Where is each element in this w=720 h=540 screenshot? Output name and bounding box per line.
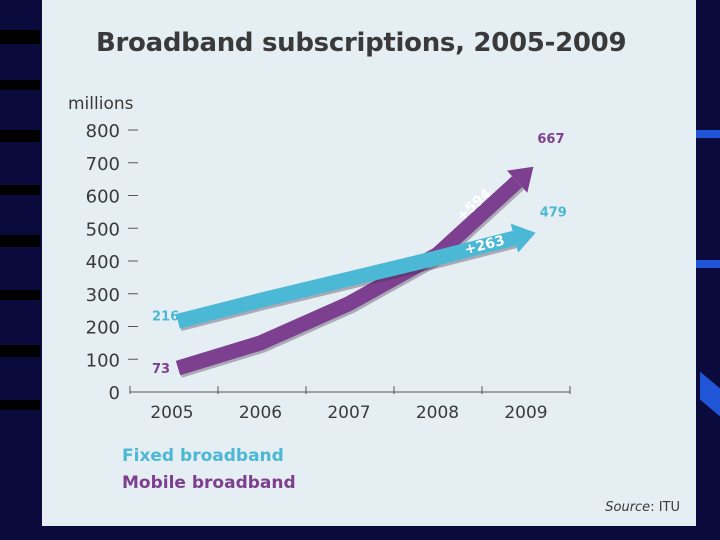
background-strip (0, 185, 40, 195)
background-strip (696, 130, 720, 138)
x-tick-label: 2005 (150, 403, 193, 423)
background-strip (696, 260, 720, 268)
y-tick-label: 300 (86, 285, 120, 306)
series-line-fixed-broadband (176, 230, 517, 329)
legend-entry-mobile-broadband: Mobile broadband (122, 473, 296, 493)
y-tick-label: 0 (109, 383, 120, 404)
y-tick-label: 100 (86, 350, 120, 371)
y-tick-label: 400 (86, 252, 120, 273)
chart-slide: Broadband subscriptions, 2005-2009 milli… (42, 0, 696, 526)
background-strip (700, 371, 720, 417)
background-strip (0, 400, 40, 410)
data-label-start: 73 (152, 362, 170, 377)
background-strip (0, 80, 40, 90)
x-tick-label: 2006 (239, 403, 282, 423)
background-strip (0, 345, 40, 357)
series-arrowhead (510, 223, 536, 253)
background-strip (0, 290, 40, 300)
y-tick-label: 600 (86, 187, 120, 208)
series-arrowhead (507, 166, 534, 193)
data-label-end: 667 (537, 132, 564, 147)
series-layer (175, 166, 536, 378)
series-line-mobile-broadband (175, 176, 523, 376)
source-prefix: Source (605, 500, 651, 515)
line-chart: 0 100 200 300 400 500 600 700 800 2005 2006 2007 200… (86, 121, 571, 423)
y-tick-label: 700 (86, 154, 120, 175)
y-tick-label: 500 (86, 219, 120, 240)
data-label-start: 216 (152, 309, 179, 324)
y-tick-label: 800 (86, 121, 120, 142)
x-tick-label: 2008 (416, 403, 459, 423)
chart-title: Broadband subscriptions, 2005-2009 (96, 28, 627, 58)
y-axis-label: millions (68, 94, 134, 114)
background-strip (0, 235, 40, 247)
source-suffix: : ITU (650, 500, 680, 515)
x-tick-label: 2007 (327, 403, 370, 423)
legend: Fixed broadband Mobile broadband (122, 443, 296, 497)
background-strip (0, 30, 40, 44)
background-strip (0, 130, 40, 142)
y-tick-label: 200 (86, 318, 120, 339)
axes: 0 100 200 300 400 500 600 700 800 2005 2006 2007 200… (86, 121, 571, 423)
x-tick-label: 2009 (504, 403, 547, 423)
legend-entry-fixed-broadband: Fixed broadband (122, 446, 284, 466)
data-label-end: 479 (540, 206, 567, 221)
source-note: Source: ITU (605, 500, 680, 515)
